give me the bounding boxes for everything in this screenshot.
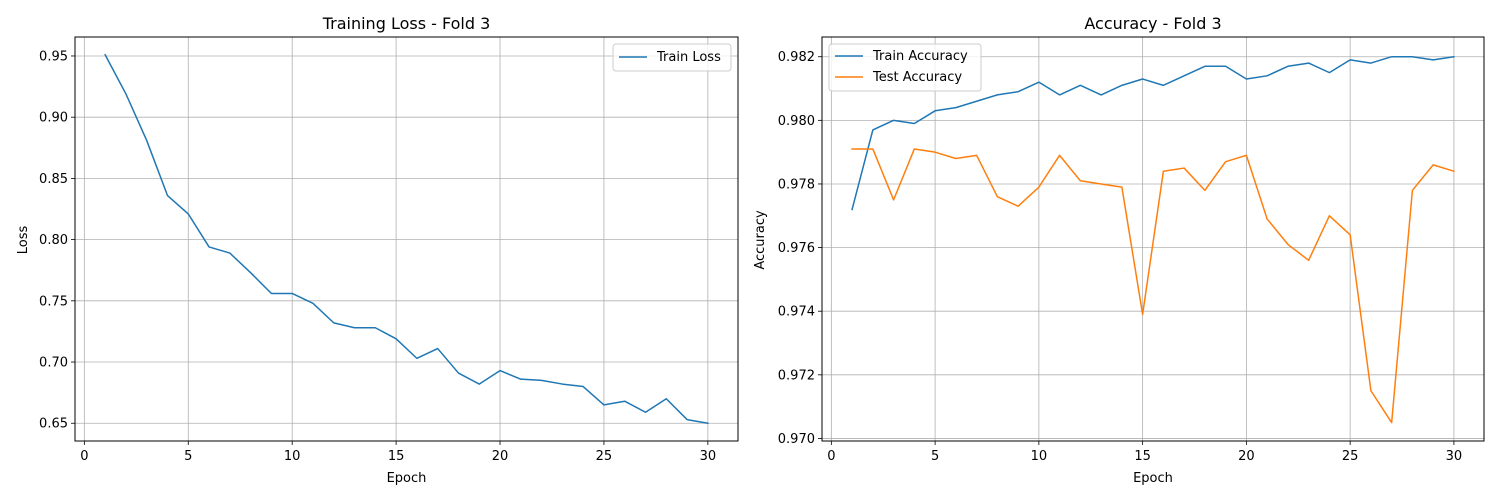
- accuracy-chart-frame: [821, 36, 1485, 442]
- accuracy-chart-xtick-label: 30: [1446, 449, 1463, 464]
- loss-chart-ytick-label: 0.90: [39, 111, 68, 126]
- accuracy-chart-series-line-train-accuracy: [851, 55, 1455, 211]
- loss-chart-frame: [74, 36, 739, 442]
- accuracy-chart-xtick-label: 0: [827, 449, 835, 464]
- loss-chart-xtick-label: 30: [700, 449, 717, 464]
- loss-chart-xtick-label: 15: [388, 449, 405, 464]
- accuracy-chart-ytick-label: 0.976: [778, 241, 815, 256]
- loss-chart-ylabel: Loss: [16, 226, 31, 255]
- loss-chart-series-line-train-loss: [104, 53, 709, 425]
- accuracy-chart-xtick-label: 20: [1238, 449, 1255, 464]
- accuracy-chart-lines: [851, 55, 1455, 424]
- accuracy-chart-ytick-label: 0.970: [778, 432, 815, 447]
- accuracy-chart-legend-label-test-accuracy: Test Accuracy: [872, 70, 962, 85]
- accuracy-chart-series-line-test-accuracy: [851, 148, 1455, 424]
- loss-chart-ytick-label: 0.75: [39, 294, 68, 309]
- accuracy-chart-xticks: 0 5 10 15 20 25 30: [827, 441, 1462, 464]
- accuracy-chart-title: Accuracy - Fold 3: [1084, 14, 1221, 33]
- loss-chart-lines: [104, 53, 709, 425]
- accuracy-chart: Accuracy - Fold 3 0 5 10 15 20 25 30 0.9700.97…: [753, 14, 1485, 486]
- loss-chart: Training Loss - Fold 3 0 5 10 15 20 25 30 0.65…: [16, 14, 739, 486]
- accuracy-chart-ytick-label: 0.972: [778, 368, 815, 383]
- accuracy-chart-xtick-label: 25: [1342, 449, 1359, 464]
- accuracy-chart-ylabel: Accuracy: [753, 210, 768, 270]
- loss-chart-grid: [75, 37, 738, 441]
- accuracy-chart-legend-box: [828, 43, 982, 92]
- loss-chart-ytick-label: 0.70: [39, 356, 68, 371]
- loss-chart-ytick-label: 0.80: [39, 233, 68, 248]
- loss-chart-xtick-label: 5: [184, 449, 192, 464]
- loss-chart-xtick-label: 20: [492, 449, 509, 464]
- accuracy-chart-legend: Train Accuracy Test Accuracy: [828, 43, 982, 92]
- loss-chart-yticks: 0.65 0.70 0.75 0.80 0.85 0.90 0.95: [39, 49, 75, 432]
- accuracy-chart-ytick-label: 0.974: [778, 305, 815, 320]
- loss-chart-xticks: 0 5 10 15 20 25 30: [80, 441, 716, 464]
- loss-chart-legend-label-train-loss: Train Loss: [656, 50, 721, 65]
- accuracy-chart-xtick-label: 10: [1031, 449, 1048, 464]
- accuracy-chart-xtick-label: 15: [1134, 449, 1151, 464]
- accuracy-chart-legend-label-train-accuracy: Train Accuracy: [872, 49, 968, 64]
- loss-chart-xtick-label: 10: [284, 449, 301, 464]
- loss-chart-xtick-label: 0: [80, 449, 88, 464]
- loss-chart-xtick-label: 25: [596, 449, 613, 464]
- loss-chart-ytick-label: 0.95: [39, 49, 68, 64]
- loss-chart-legend: Train Loss: [612, 43, 732, 72]
- accuracy-chart-xlabel: Epoch: [1133, 471, 1173, 486]
- accuracy-chart-ytick-label: 0.980: [778, 114, 815, 129]
- accuracy-chart-ytick-label: 0.978: [778, 177, 815, 192]
- loss-chart-ytick-label: 0.85: [39, 172, 68, 187]
- accuracy-chart-xtick-label: 5: [931, 449, 939, 464]
- loss-chart-legend-box: [612, 43, 732, 72]
- loss-chart-xlabel: Epoch: [387, 471, 427, 486]
- loss-chart-title: Training Loss - Fold 3: [322, 14, 491, 33]
- accuracy-chart-grid: [822, 37, 1484, 441]
- accuracy-chart-yticks: 0.970 0.972 0.974 0.976 0.978 0.980 0.982: [778, 50, 822, 447]
- accuracy-chart-ytick-label: 0.982: [778, 50, 815, 65]
- loss-chart-ytick-label: 0.65: [39, 417, 68, 432]
